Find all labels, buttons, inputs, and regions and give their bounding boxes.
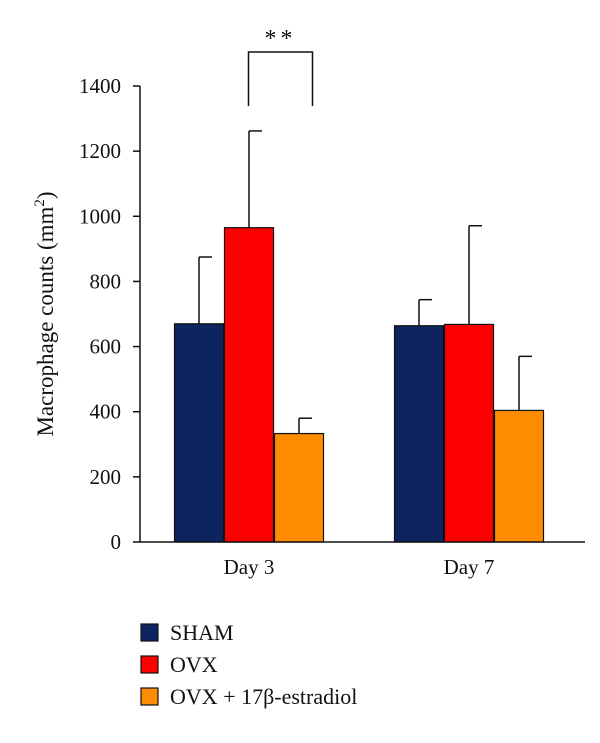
legend-label-ovx-17-estradiol: OVX + 17β-estradiol bbox=[170, 684, 357, 709]
y-tick-label: 1000 bbox=[79, 204, 121, 228]
x-tick-label: Day 3 bbox=[224, 555, 275, 579]
significance-label: ** bbox=[265, 26, 297, 52]
y-tick-label: 400 bbox=[90, 400, 122, 424]
bar-sham-day-3 bbox=[173, 323, 225, 543]
bar-ovx-17-estradiol-day-7 bbox=[493, 409, 545, 543]
legend-label-sham: SHAM bbox=[170, 620, 234, 645]
y-axis-label: Macrophage counts (mm2) bbox=[32, 191, 58, 436]
bar-ovx-17-estradiol-day-3 bbox=[273, 432, 325, 543]
legend-swatch-ovx bbox=[140, 655, 159, 674]
y-tick-label: 1400 bbox=[79, 74, 121, 98]
legend-label-ovx: OVX bbox=[170, 652, 218, 677]
bar-group bbox=[173, 227, 545, 543]
y-axis-label-superscript: 2 bbox=[32, 199, 48, 207]
y-axis-label-suffix: ) bbox=[33, 191, 58, 199]
bar-ovx-day-7 bbox=[443, 323, 495, 543]
y-tick-label: 1200 bbox=[79, 139, 121, 163]
significance-bracket bbox=[247, 51, 314, 106]
legend-swatch-sham bbox=[140, 623, 159, 642]
x-axis-ticks: Day 3 Day 7 bbox=[224, 555, 495, 579]
bar-ovx-day-3 bbox=[223, 227, 275, 543]
y-tick-label: 0 bbox=[111, 530, 122, 554]
bar-sham-day-7 bbox=[393, 325, 445, 543]
significance-annotation: ** bbox=[247, 26, 314, 106]
y-tick-label: 200 bbox=[90, 465, 122, 489]
y-tick-label: 600 bbox=[90, 335, 122, 359]
y-axis-ticks: 0 200 400 600 800 1000 1200 1400 bbox=[79, 74, 140, 554]
y-tick-label: 800 bbox=[90, 269, 122, 293]
error-bar-group bbox=[198, 130, 532, 434]
legend-swatch-ovx-17-estradiol bbox=[140, 687, 159, 706]
x-tick-label: Day 7 bbox=[444, 555, 495, 579]
y-axis-label-main: Macrophage counts (mm bbox=[33, 207, 58, 437]
legend: SHAM OVX OVX + 17β-estradiol bbox=[140, 620, 357, 709]
